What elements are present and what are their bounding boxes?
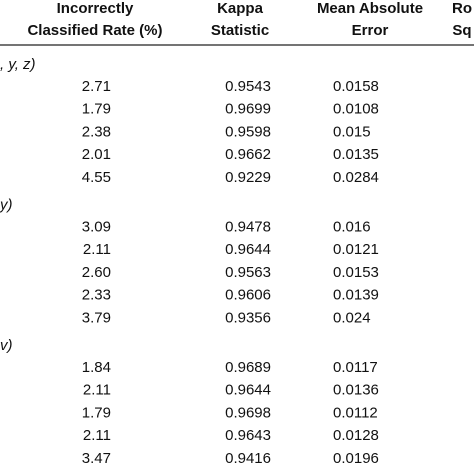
cell: 0.9229 bbox=[225, 169, 271, 186]
cell: 0.0128 bbox=[333, 427, 379, 444]
cell: 1.79 bbox=[82, 404, 111, 421]
cell: 0.9606 bbox=[225, 287, 271, 304]
cell: 0.9644 bbox=[225, 241, 271, 258]
cell: 3.09 bbox=[82, 218, 111, 235]
cell: 0.9643 bbox=[225, 427, 271, 444]
header-text: Statistic bbox=[211, 22, 269, 39]
header-text: Error bbox=[352, 22, 389, 39]
cell: 0.015 bbox=[333, 123, 371, 140]
cell: 0.0117 bbox=[333, 359, 378, 376]
cell: 0.024 bbox=[333, 309, 371, 326]
cell: 0.9644 bbox=[225, 382, 271, 399]
cell: 2.60 bbox=[82, 264, 111, 281]
cell: 0.9416 bbox=[225, 450, 271, 467]
group-label: v) bbox=[0, 337, 13, 354]
cell: 0.9689 bbox=[225, 359, 271, 376]
cell: 0.0139 bbox=[333, 287, 379, 304]
cell: 0.016 bbox=[333, 218, 371, 235]
cell: 0.9699 bbox=[225, 101, 271, 118]
header-text: Ro bbox=[452, 0, 472, 17]
cell: 2.11 bbox=[83, 241, 111, 258]
cell: 0.0121 bbox=[333, 241, 379, 258]
cell: 2.11 bbox=[83, 427, 111, 444]
cell: 0.0196 bbox=[333, 450, 379, 467]
cell: 0.0108 bbox=[333, 101, 379, 118]
cell: 0.9662 bbox=[225, 146, 271, 163]
cell: 0.9598 bbox=[225, 123, 271, 140]
cell: 0.0284 bbox=[333, 169, 379, 186]
cell: 0.9543 bbox=[225, 78, 271, 95]
header-text: Incorrectly bbox=[57, 0, 134, 17]
cell: 0.9356 bbox=[225, 309, 271, 326]
cell: 1.84 bbox=[82, 359, 111, 376]
cell: 0.9698 bbox=[225, 404, 271, 421]
group-label: y) bbox=[0, 196, 13, 213]
cell: 3.47 bbox=[82, 450, 111, 467]
header-text: Mean Absolute bbox=[317, 0, 423, 17]
cell: 3.79 bbox=[82, 309, 111, 326]
header-text: Kappa bbox=[217, 0, 264, 17]
cell: 0.0136 bbox=[333, 382, 379, 399]
cell: 0.0153 bbox=[333, 264, 379, 281]
cell: 2.11 bbox=[83, 382, 111, 399]
cell: 4.55 bbox=[82, 169, 111, 186]
cell: 2.71 bbox=[82, 78, 111, 95]
cell: 0.9563 bbox=[225, 264, 271, 281]
cell: 0.0112 bbox=[333, 404, 378, 421]
cell: 2.01 bbox=[82, 146, 111, 163]
group-label: , y, z) bbox=[0, 56, 36, 73]
cell: 2.33 bbox=[82, 287, 111, 304]
header-text: Sq bbox=[452, 22, 471, 39]
header-text: Classified Rate (%) bbox=[27, 22, 162, 39]
cell: 0.0135 bbox=[333, 146, 379, 163]
cell: 0.0158 bbox=[333, 78, 379, 95]
cell: 2.38 bbox=[82, 123, 111, 140]
cell: 1.79 bbox=[82, 101, 111, 118]
cell: 0.9478 bbox=[225, 218, 271, 235]
